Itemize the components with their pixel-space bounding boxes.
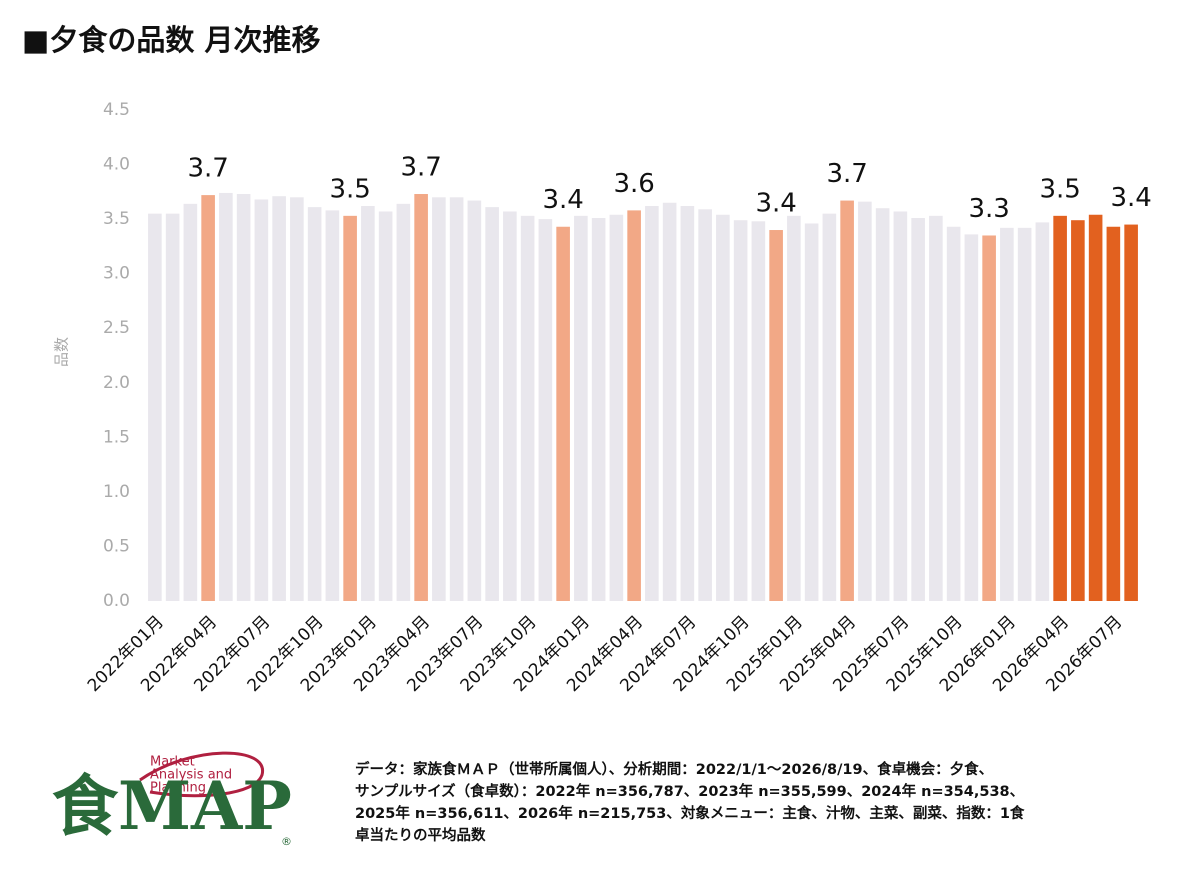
bar <box>165 213 180 601</box>
bar <box>1000 227 1014 601</box>
y-tick-label: 1.0 <box>103 482 130 502</box>
logo-subtitle: Analysis and <box>150 768 232 783</box>
y-tick-label: 0.5 <box>103 536 130 556</box>
bar <box>1106 226 1121 601</box>
bar <box>822 213 837 601</box>
logo-registered: ® <box>281 835 292 848</box>
y-tick-label: 3.0 <box>103 264 130 284</box>
bar <box>219 192 233 601</box>
bar <box>343 215 357 602</box>
bar <box>485 207 499 601</box>
bar <box>290 197 304 602</box>
bar <box>449 197 464 602</box>
bar <box>627 210 641 602</box>
bar <box>1053 215 1067 602</box>
y-tick-label: 1.5 <box>103 427 130 447</box>
bar <box>183 203 198 601</box>
bar <box>929 215 943 602</box>
value-label: 3.5 <box>1039 174 1080 204</box>
value-label: 3.7 <box>826 159 867 189</box>
bar <box>307 207 322 601</box>
bar <box>1124 224 1138 602</box>
bar <box>361 206 375 602</box>
bar <box>698 209 712 601</box>
bar <box>414 194 428 601</box>
value-label: 3.4 <box>542 185 583 215</box>
footnote: 2025年 n=356,611、2026年 n=215,753、対象メニュー：主… <box>355 804 1025 822</box>
y-tick-label: 2.5 <box>103 318 130 338</box>
bar <box>964 234 979 602</box>
bar <box>662 202 677 601</box>
bar <box>946 226 961 601</box>
bar <box>432 197 446 602</box>
bar <box>148 213 162 601</box>
bar <box>1088 214 1103 601</box>
value-label: 3.7 <box>400 153 441 183</box>
logo-mark: 食MAP <box>52 767 292 845</box>
bar <box>538 219 553 601</box>
bar <box>982 235 996 601</box>
value-label: 3.7 <box>187 154 228 184</box>
value-label: 3.4 <box>755 189 796 219</box>
bar <box>272 196 286 601</box>
bar <box>503 211 517 601</box>
bar <box>804 223 819 601</box>
bar <box>236 194 251 601</box>
bar <box>769 230 783 601</box>
bar <box>574 215 588 602</box>
logo-subtitle: Planning <box>150 781 206 796</box>
bar <box>911 218 925 601</box>
bar <box>680 206 695 602</box>
value-label: 3.6 <box>613 169 654 199</box>
bar <box>1071 220 1085 602</box>
y-tick-label: 2.0 <box>103 373 130 393</box>
logo-subtitle: Market <box>150 755 195 770</box>
y-tick-label: 0.0 <box>103 591 130 611</box>
bar <box>840 200 854 601</box>
value-label: 3.3 <box>968 194 1009 224</box>
bar <box>325 210 340 602</box>
bar <box>254 199 269 601</box>
bar <box>467 200 482 601</box>
bar <box>1035 222 1050 601</box>
bar <box>716 214 730 601</box>
bar <box>893 211 908 601</box>
footnote: データ：家族食ＭＡＰ（世帯所属個人）、分析期間：2022/1/1～2026/8/… <box>355 760 993 778</box>
y-tick-label: 4.0 <box>103 155 130 175</box>
bar <box>733 220 748 602</box>
bar <box>645 206 659 602</box>
bar <box>556 226 570 601</box>
chart-title: ■夕食の品数 月次推移 <box>22 23 321 57</box>
bar <box>378 211 393 601</box>
value-label: 3.4 <box>1110 183 1151 213</box>
footnote: 卓当たりの平均品数 <box>355 826 486 844</box>
bar <box>201 195 215 601</box>
bar <box>1017 227 1032 601</box>
bar <box>875 208 890 601</box>
bar <box>609 214 624 601</box>
footnote: サンプルサイズ（食卓数）：2022年 n=356,787、2023年 n=355… <box>355 782 1024 800</box>
bar <box>396 203 411 601</box>
value-label: 3.5 <box>329 174 370 204</box>
bar <box>787 215 801 602</box>
logo-swoosh <box>139 751 264 798</box>
bar <box>751 221 766 601</box>
y-tick-label: 3.5 <box>103 209 130 229</box>
logo: Market Analysis and Planning 食MAP ® <box>52 751 292 848</box>
bar <box>591 218 606 601</box>
y-tick-label: 4.5 <box>103 100 130 120</box>
bar <box>858 201 872 602</box>
bar <box>520 215 535 602</box>
y-axis-label: 品数 <box>53 337 71 367</box>
